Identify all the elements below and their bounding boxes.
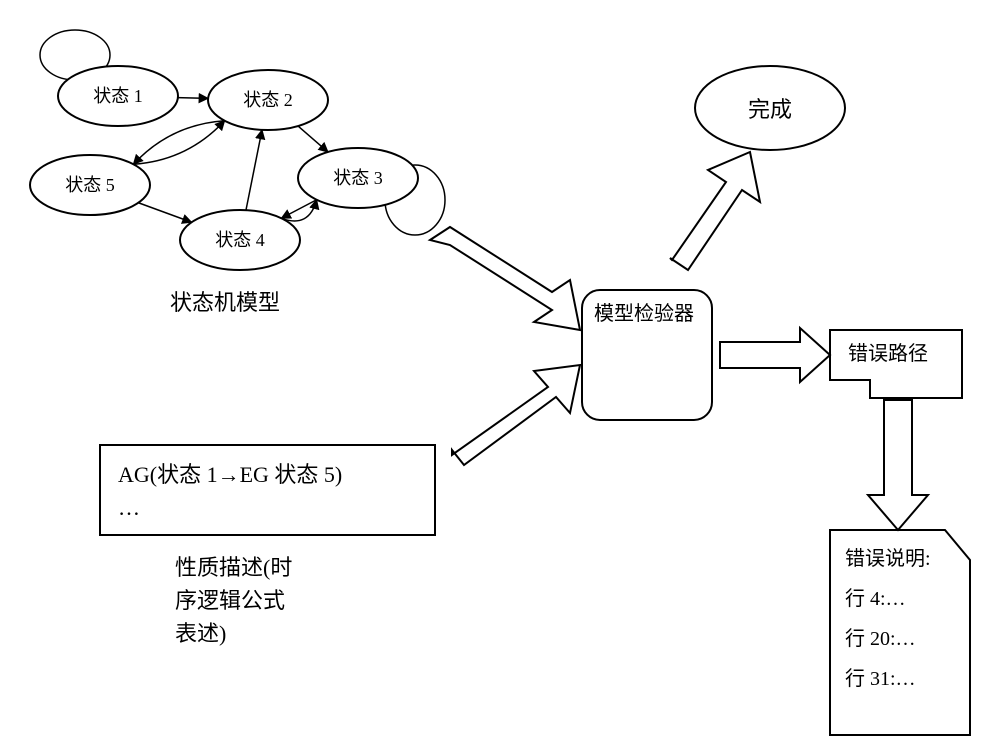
edge-s4-s2 <box>246 130 262 210</box>
property-caption-line1: 性质描述(时 <box>175 555 292 580</box>
edge-s5-s2 <box>133 121 224 165</box>
arrow-sm-to-checker <box>430 227 580 330</box>
edge-s3-s4 <box>281 200 316 219</box>
edge-s1-s2 <box>178 98 208 99</box>
property-ellipsis: … <box>118 495 140 520</box>
edge-s5-s4 <box>138 203 191 223</box>
property-caption-line3: 表述) <box>175 621 226 646</box>
property-formula: AG(状态 1→EG 状态 5) <box>118 462 342 487</box>
error-report-title: 错误说明: <box>845 547 931 570</box>
arrow-checker-to-errorpath <box>720 328 830 382</box>
error-report-line-1: 行 4:… <box>845 587 906 610</box>
property-box <box>100 445 435 535</box>
arrow-errorpath-to-report <box>868 400 928 530</box>
diagram-canvas: 状态 1 状态 2 状态 3 状态 4 状态 5 状态机模型 AG(状态 1→EG 状态… <box>0 0 1000 743</box>
edge-s2-s5 <box>133 121 224 165</box>
arrow-property-to-checker <box>452 365 580 465</box>
error-report-line-3: 行 31:… <box>845 667 916 690</box>
state-node-label-s2: 状态 2 <box>243 90 293 110</box>
error-path-label: 错误路径 <box>848 342 928 365</box>
state-machine-caption: 状态机模型 <box>170 290 280 315</box>
property-caption-line2: 序逻辑公式 <box>175 588 285 613</box>
state-node-label-s4: 状态 4 <box>215 230 265 250</box>
state-node-label-s3: 状态 3 <box>333 168 383 188</box>
arrow-checker-to-done <box>670 152 760 270</box>
state-node-label-s5: 状态 5 <box>65 175 115 195</box>
state-machine-diagram: 状态 1 状态 2 状态 3 状态 4 状态 5 <box>30 30 445 270</box>
state-node-label-s1: 状态 1 <box>93 86 143 106</box>
edge-s2-s3 <box>298 126 328 152</box>
model-checker-label: 模型检验器 <box>594 302 694 325</box>
done-label: 完成 <box>748 97 792 122</box>
error-report-line-2: 行 20:… <box>845 627 916 650</box>
